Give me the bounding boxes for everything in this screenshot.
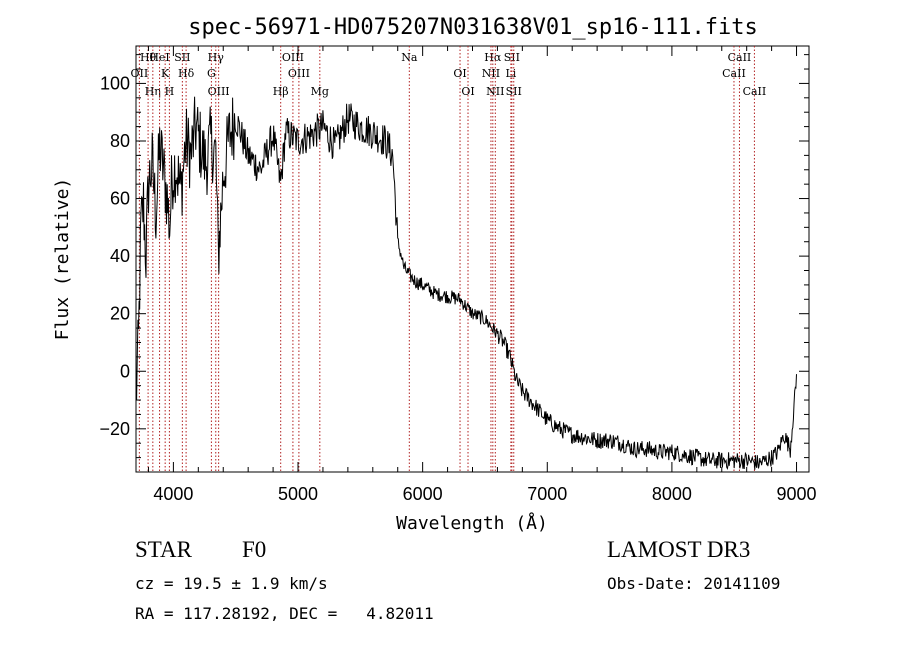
line-marker-label: SII bbox=[504, 51, 520, 64]
x-axis-label: Wavelength (Å) bbox=[396, 512, 548, 534]
y-tick-label: −20 bbox=[99, 419, 130, 439]
y-axis-ticks: −20 0 20 40 60 80 100 bbox=[99, 54, 809, 459]
flux-series-line bbox=[135, 96, 797, 470]
line-marker-label: Mg bbox=[311, 85, 329, 98]
obs-date-text: Obs-Date: 20141109 bbox=[607, 574, 781, 593]
x-tick-label: 6000 bbox=[403, 484, 443, 504]
line-marker-label: OII bbox=[131, 67, 149, 80]
line-marker-label: NII bbox=[482, 67, 500, 80]
line-marker-label: G bbox=[207, 67, 216, 80]
y-tick-label: 60 bbox=[110, 189, 130, 209]
line-marker-label: OIII bbox=[288, 67, 310, 80]
coords-text: RA = 117.28192, DEC = 4.82011 bbox=[135, 604, 434, 623]
line-marker-label: Li bbox=[505, 67, 516, 80]
y-tick-label: 80 bbox=[110, 131, 130, 151]
chart-title: spec-56971-HD075207N031638V01_sp16-111.f… bbox=[188, 15, 758, 40]
plot-frame bbox=[135, 45, 810, 473]
class-label: STAR bbox=[135, 537, 192, 562]
y-tick-label: 20 bbox=[110, 304, 130, 324]
x-tick-label: 8000 bbox=[652, 484, 692, 504]
y-tick-label: 40 bbox=[110, 246, 130, 266]
line-marker-label: CaII bbox=[743, 85, 767, 98]
line-marker-label: Na bbox=[401, 51, 418, 64]
line-marker-label: CaII bbox=[722, 67, 746, 80]
survey-label: LAMOST DR3 bbox=[607, 537, 751, 562]
x-tick-label: 7000 bbox=[527, 484, 567, 504]
line-marker-label: Hη bbox=[145, 85, 161, 98]
y-axis-label: Flux (relative) bbox=[52, 178, 73, 341]
line-marker-label: NII bbox=[486, 85, 504, 98]
line-marker-label: K bbox=[161, 67, 170, 80]
line-marker-label: OI bbox=[461, 85, 474, 98]
x-tick-label: 4000 bbox=[153, 484, 193, 504]
line-marker-label: OI bbox=[453, 67, 466, 80]
line-marker-label: OIII bbox=[282, 51, 304, 64]
x-tick-label: 5000 bbox=[278, 484, 318, 504]
redshift-text: cz = 19.5 ± 1.9 km/s bbox=[135, 574, 328, 593]
x-tick-label: 9000 bbox=[777, 484, 817, 504]
y-tick-label: 100 bbox=[100, 73, 130, 93]
line-marker-label: Hδ bbox=[178, 67, 195, 80]
line-marker-label: OIII bbox=[208, 85, 230, 98]
line-marker-label: SII bbox=[506, 85, 522, 98]
line-marker-label: H bbox=[165, 85, 175, 98]
x-axis-ticks: 4000 5000 6000 7000 8000 9000 bbox=[147, 46, 817, 504]
subclass-label: F0 bbox=[242, 537, 267, 562]
line-marker-label: CaII bbox=[728, 51, 752, 64]
line-marker-label: Hγ bbox=[208, 51, 225, 64]
line-marker-label: SII bbox=[174, 51, 190, 64]
series-layer bbox=[135, 96, 797, 470]
line-marker-label: Hβ bbox=[273, 85, 289, 98]
line-marker-label: Hα bbox=[484, 51, 502, 64]
line-markers: HθOIIHηHeIKHSIIHδOIIIHγGHβOIIIOIIIMgNaOI… bbox=[131, 46, 767, 472]
y-tick-label: 0 bbox=[120, 361, 130, 381]
line-marker-label: HeI bbox=[149, 51, 169, 64]
